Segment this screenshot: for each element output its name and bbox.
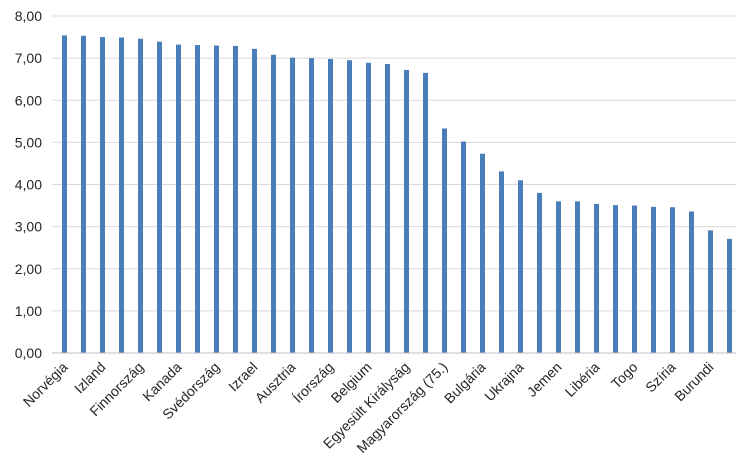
bar: [727, 238, 732, 353]
x-category-label: Írország: [290, 359, 337, 406]
bar: [537, 192, 542, 353]
bar: [442, 128, 447, 353]
bar: [651, 206, 656, 353]
bar: [100, 37, 105, 354]
y-tick-label: 8,00: [15, 8, 42, 24]
bar: [157, 41, 162, 353]
x-category-label: Jemen: [524, 359, 565, 400]
x-axis-category-labels: Norvégia IzlandFinnországKanadaSvédország…: [20, 359, 717, 456]
bar: [195, 45, 200, 353]
bar: [62, 35, 67, 353]
bar: [214, 45, 219, 354]
y-tick-label: 7,00: [15, 50, 42, 66]
y-tick-label: 2,00: [15, 261, 42, 277]
x-category-label: Libéria: [562, 359, 603, 400]
y-tick-label: 3,00: [15, 219, 42, 235]
y-tick-label: 6,00: [15, 92, 42, 108]
x-category-label: Izrael: [225, 359, 261, 395]
x-category-label: Burundi: [671, 359, 716, 404]
y-tick-label: 4,00: [15, 177, 42, 193]
bar: [252, 48, 257, 354]
bar: [575, 201, 580, 353]
bar: [556, 201, 561, 353]
bar: [632, 205, 637, 353]
y-axis-tick-labels: 0,00 1,00 2,00 3,00 4,00 5,00 6,00 7,00 8,00: [15, 8, 42, 361]
bar: [423, 72, 428, 354]
gridlines: [52, 15, 736, 312]
x-category-label: Ukrajna: [481, 359, 527, 405]
bar: [290, 57, 295, 353]
x-category-label: Norvégia: [20, 359, 71, 410]
bar: [271, 54, 276, 353]
bar: [404, 69, 409, 354]
x-category-label: Togo: [608, 359, 641, 392]
bar: [499, 171, 504, 353]
bar: [689, 211, 694, 353]
y-tick-label: 1,00: [15, 303, 42, 319]
bar: [670, 207, 675, 353]
bar: [138, 38, 143, 353]
x-category-label: Bulgária: [441, 359, 489, 407]
y-tick-label: 5,00: [15, 134, 42, 150]
bar: [385, 64, 390, 354]
bars: [62, 35, 732, 354]
bar: [176, 44, 181, 353]
bar: [594, 203, 599, 353]
bar: [518, 180, 523, 353]
bar: [119, 37, 124, 353]
bar: [233, 45, 238, 353]
bar: [347, 60, 352, 353]
bar: [309, 58, 314, 354]
x-category-label: Ausztria: [252, 359, 299, 406]
bar: [708, 230, 713, 353]
y-tick-label: 0,00: [15, 345, 42, 361]
bar: [480, 153, 485, 353]
bar: [328, 58, 333, 353]
bar: [461, 141, 466, 353]
bar: [613, 205, 618, 353]
bar: [81, 35, 86, 354]
bar: [366, 62, 371, 353]
